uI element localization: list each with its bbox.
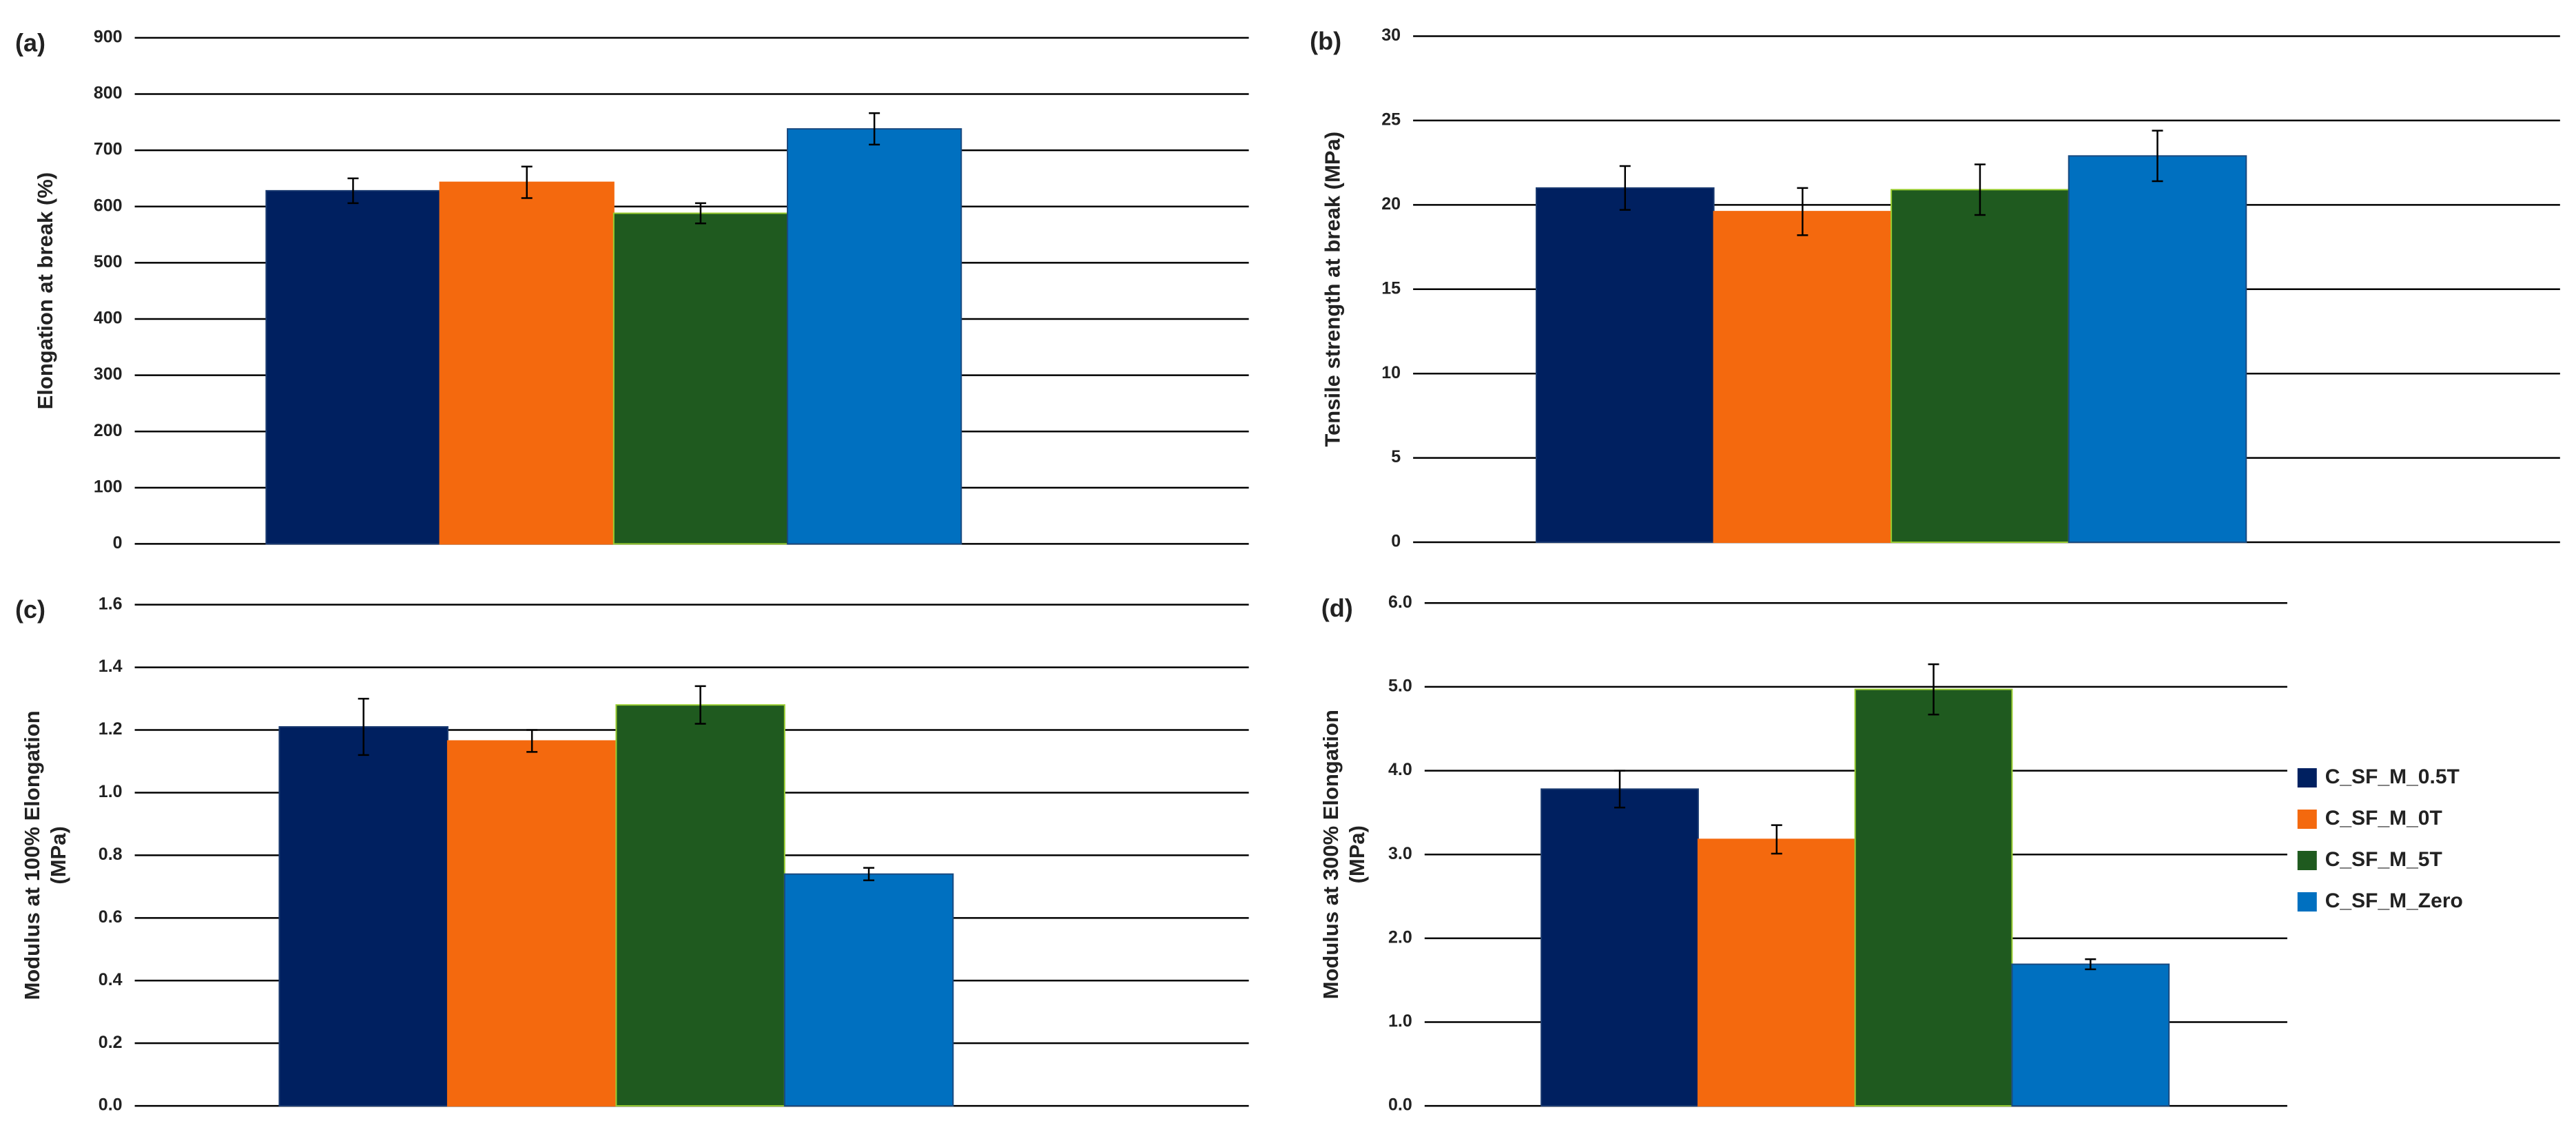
y-tick-label: 0.0 [1388, 1095, 1412, 1115]
panel-label: (d) [1321, 594, 1353, 622]
bar [1890, 189, 2070, 544]
error-bar [521, 165, 533, 199]
error-bar [863, 867, 875, 882]
legend-label: C_SF_M_Zero [2325, 889, 2463, 912]
error-bar [1771, 824, 1782, 855]
legend-swatch [2297, 810, 2317, 829]
y-tick-label: 4.0 [1388, 760, 1412, 779]
bar [787, 128, 962, 545]
y-tick-label: 400 [94, 309, 123, 328]
y-tick-label: 2.0 [1388, 927, 1412, 947]
error-bar [358, 697, 369, 756]
y-tick-label: 1.0 [1388, 1011, 1412, 1031]
y-tick-label: 200 [94, 421, 123, 440]
bar [265, 189, 441, 545]
error-bar [2085, 958, 2096, 971]
y-tick-label: 25 [1381, 110, 1401, 130]
y-axis-label: Tensile strength at break (MPa) [1320, 132, 1344, 447]
error-bar [347, 177, 359, 205]
y-axis-label: Modulus at 300% Elongation [1319, 710, 1343, 999]
y-tick-label: 6.0 [1388, 593, 1412, 612]
y-tick-label: 600 [94, 196, 123, 215]
error-bar [1614, 770, 1626, 809]
y-tick-label: 300 [94, 364, 123, 384]
legend-label: C_SF_M_0.5T [2325, 765, 2460, 788]
panel-label: (c) [15, 595, 45, 624]
panel-label: (b) [1310, 27, 1341, 55]
y-axis-label: (MPa) [46, 826, 70, 884]
error-bar [694, 685, 706, 725]
y-axis-label: Modulus at 100% Elongation [20, 710, 44, 1000]
y-tick-label: 0.2 [99, 1033, 123, 1052]
bar [783, 873, 954, 1107]
y-tick-label: 0 [1391, 532, 1401, 551]
y-tick-label: 15 [1381, 278, 1401, 298]
y-tick-label: 0 [113, 533, 123, 553]
y-axis-label: Elongation at break (%) [33, 172, 57, 409]
y-tick-label: 0.0 [99, 1095, 123, 1115]
bar [446, 740, 617, 1107]
y-tick-label: 1.0 [99, 782, 123, 801]
y-tick-label: 10 [1381, 363, 1401, 382]
panel-label: (a) [15, 28, 45, 56]
bar [2011, 963, 2170, 1107]
y-tick-label: 100 [94, 477, 123, 496]
legend-label: C_SF_M_0T [2325, 807, 2442, 830]
y-tick-label: 5.0 [1388, 677, 1412, 696]
error-bar [1797, 187, 1809, 236]
bar [278, 725, 449, 1107]
y-axis-label: (MPa) [1345, 825, 1369, 883]
y-tick-label: 1.2 [99, 719, 123, 739]
y-tick-label: 500 [94, 252, 123, 271]
error-bar [1619, 165, 1631, 211]
error-bar [2152, 130, 2163, 183]
y-tick-label: 30 [1381, 25, 1401, 45]
error-bar [694, 202, 706, 225]
bar [1535, 187, 1715, 544]
error-bar [869, 112, 880, 146]
legend-swatch [2297, 851, 2317, 870]
y-tick-label: 3.0 [1388, 844, 1412, 863]
bar [2068, 155, 2247, 544]
y-tick-label: 0.8 [99, 845, 123, 864]
error-bar [1974, 163, 1986, 216]
y-tick-label: 800 [94, 83, 123, 103]
bar [1713, 211, 1893, 544]
error-bar [526, 729, 538, 753]
y-tick-label: 20 [1381, 194, 1401, 214]
y-tick-label: 0.6 [99, 907, 123, 927]
bar [615, 704, 785, 1107]
bar [439, 181, 615, 545]
bar [1854, 688, 2013, 1107]
y-tick-label: 0.4 [99, 970, 123, 989]
bar [612, 212, 789, 545]
y-tick-label: 700 [94, 140, 123, 159]
y-tick-label: 900 [94, 27, 123, 46]
legend-label: C_SF_M_5T [2325, 848, 2442, 871]
y-tick-label: 5 [1391, 447, 1401, 466]
error-bar [1928, 663, 1939, 716]
bar [1697, 838, 1856, 1107]
y-tick-label: 1.6 [99, 594, 123, 613]
bar [1541, 788, 1699, 1107]
y-tick-label: 1.4 [99, 657, 123, 676]
legend-swatch [2297, 768, 2317, 787]
legend-swatch [2297, 892, 2317, 912]
